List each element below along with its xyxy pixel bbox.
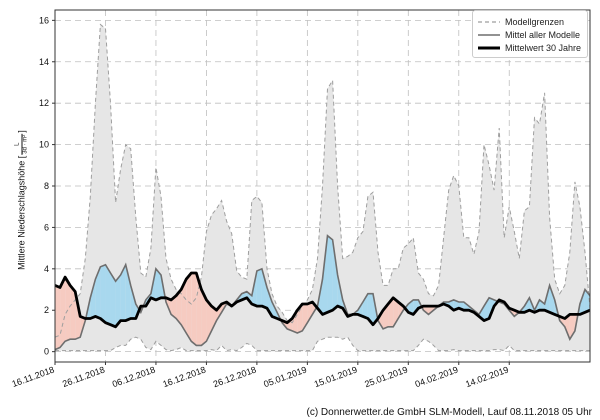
above-normal-fill [579,289,585,315]
y-tick-label: 0 [44,347,49,357]
below-normal-fill [211,306,217,331]
below-normal-fill [55,285,61,350]
below-normal-fill [201,289,207,346]
x-tick-label: 04.02.2019 [414,364,460,389]
above-normal-fill [484,297,490,321]
series-lines-layer [55,23,590,352]
below-normal-fill [171,295,177,319]
above-normal-fill [539,299,545,311]
legend-item-30-year-mean: Mittelwert 30 Jahre [478,41,581,54]
x-tick-label: 15.01.2019 [313,364,359,389]
above-normal-fill [120,264,126,321]
below-normal-fill [564,314,570,340]
above-normal-fill [115,275,121,327]
above-normal-fill [524,297,530,313]
x-tick-label: 25.01.2019 [363,364,409,389]
above-normal-fill [367,293,373,325]
y-tick-label: 4 [44,264,49,274]
y-tick-label: 14 [39,57,49,67]
above-normal-fill [256,268,262,307]
below-normal-fill [307,301,313,323]
y-tick-label: 10 [39,140,49,150]
below-normal-fill [216,304,222,321]
y-unit-denominator: 3d · m² [22,134,29,154]
above-normal-fill [130,285,136,319]
below-normal-fill [65,277,71,342]
legend-item-model-range: Modellgrenzen [478,15,564,28]
copyright-footer: (c) Donnerwetter.de GmbH SLM-Modell, Lau… [306,407,592,418]
above-normal-fill [327,235,333,313]
below-normal-fill [196,272,202,346]
above-normal-fill [110,272,116,327]
above-normal-fill [155,268,161,300]
above-normal-fill [105,264,111,325]
thirty-year-mean-line [55,271,590,329]
above-normal-fill [332,239,338,311]
above-normal-fill [90,279,96,319]
y-tick-label: 6 [44,222,49,232]
legend-item-model-mean: Mittel aller Modelle [478,28,580,41]
x-tick-label: 16.12.2018 [161,364,207,389]
legend-swatch-black [478,46,500,49]
legend: Modellgrenzen Mittel aller Modelle Mitte… [472,10,588,58]
below-normal-fill [191,272,197,346]
y-axis-label-text: Mittlere Niederschlagshöhe [16,160,27,270]
x-tick-label: 14.02.2019 [464,364,510,389]
below-normal-fill [594,315,596,323]
above-normal-fill [261,268,267,309]
above-normal-fill [549,285,555,315]
x-tick-label: 16.11.2018 [11,364,56,389]
above-normal-fill [125,264,131,321]
below-normal-fill [176,289,182,325]
below-normal-fill [423,306,429,315]
legend-label-model-range: Modellgrenzen [505,16,565,27]
below-normal-fill [388,297,394,327]
below-normal-fill [186,272,192,342]
legend-label-model-mean: Mittel aller Modelle [505,29,581,40]
y-unit-numerator: L [14,133,23,155]
y-tick-label: 12 [39,98,49,108]
below-normal-fill [297,304,303,334]
y-tick-label: 2 [44,305,49,315]
legend-label-30-year-mean: Mittelwert 30 Jahre [505,42,582,53]
below-normal-fill [70,285,76,340]
above-normal-fill [95,266,101,319]
legend-swatch-gray [478,33,500,36]
above-normal-fill [590,296,594,315]
above-normal-fill [322,235,328,315]
y-tick-label: 8 [44,181,49,191]
below-normal-fill [181,279,187,334]
model-lower-bound-line [55,336,590,352]
below-normal-fill [206,299,212,342]
y-axis-unit: [L 3d · m²] [14,130,29,159]
x-tick-label: 06.12.2018 [111,364,157,389]
legend-swatch-dashed [478,20,500,23]
x-tick-label: 05.01.2019 [262,364,308,389]
above-normal-fill [100,264,106,323]
below-normal-fill [569,314,575,340]
y-tick-label: 16 [39,15,49,25]
x-tick-label: 26.11.2018 [61,364,106,389]
y-axis-label: Mittlere Niederschlagshöhe [L 3d · m²] [14,130,30,270]
x-tick-label: 26.12.2018 [212,364,258,389]
